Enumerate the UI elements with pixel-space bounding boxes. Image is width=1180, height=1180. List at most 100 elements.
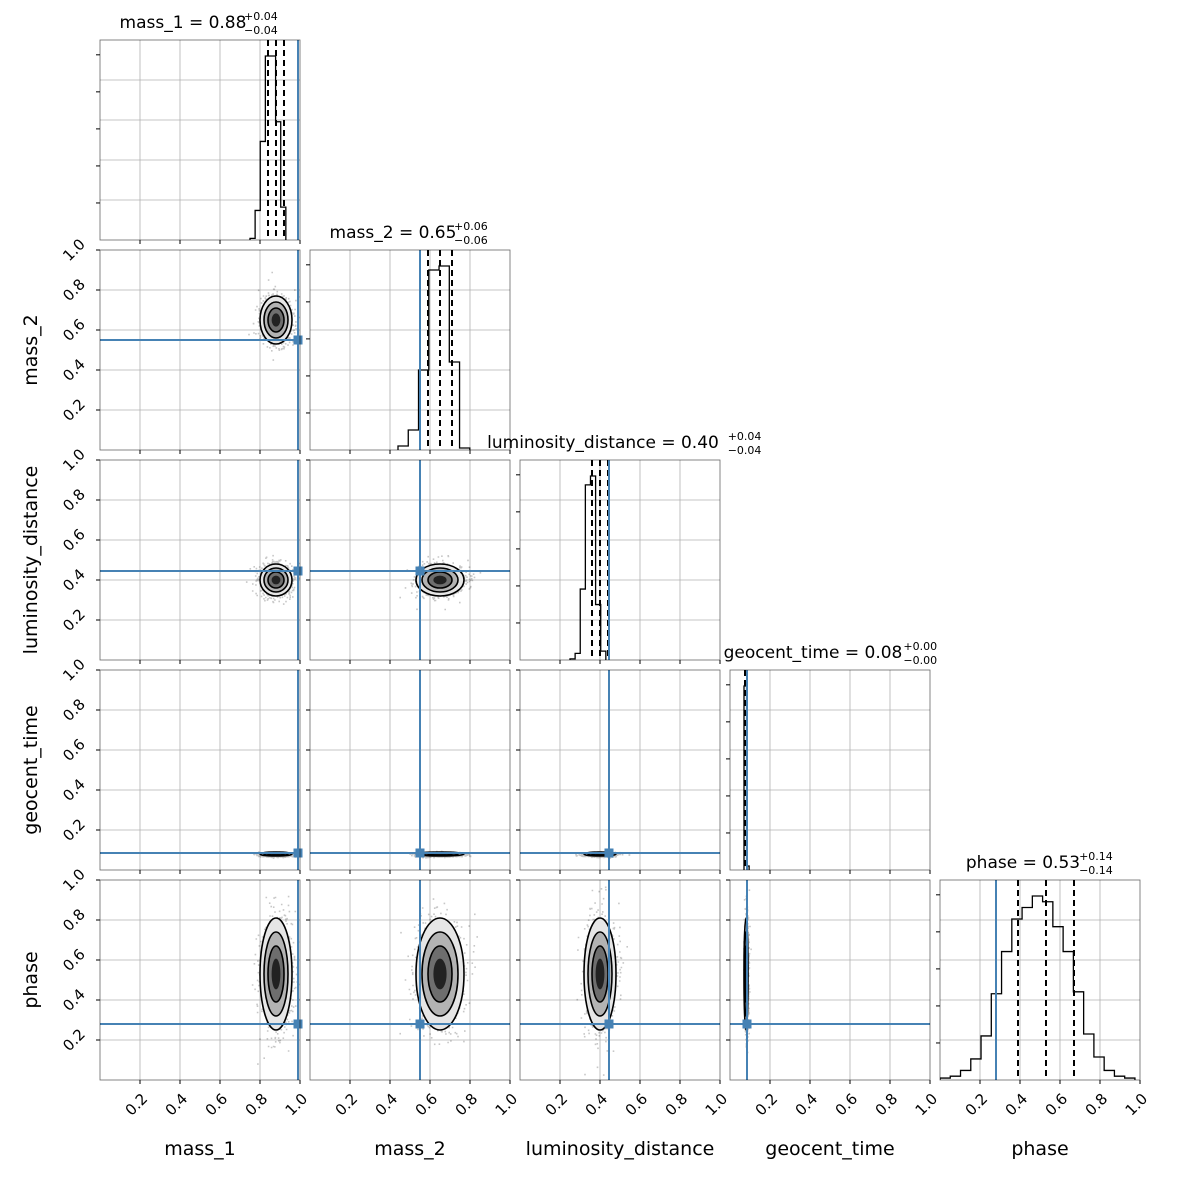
panel-frame [99, 669, 301, 871]
x-tick-label: 0.2 [332, 1090, 362, 1120]
y-tick-label: 0.6 [59, 945, 89, 975]
panel-content [520, 670, 720, 870]
histogram-mass_1 [249, 55, 287, 240]
panel-mass_2-vs-mass_2: mass_2 = 0.65 +0.06−0.06 [306, 220, 511, 454]
x-tick-label: 0.6 [832, 1090, 862, 1120]
panel-frame [939, 879, 1141, 1081]
x-tick-label: 0.8 [452, 1090, 482, 1120]
contour-line [263, 301, 289, 339]
x-tick-label: 0.6 [412, 1090, 442, 1120]
panel-frame [99, 879, 301, 1081]
panel-frame [309, 459, 511, 661]
panel-frame [99, 39, 301, 241]
y-tick-label: 0.8 [59, 485, 89, 515]
y-tick-label: 0.6 [59, 735, 89, 765]
contour-line [267, 307, 285, 333]
density-fill [271, 313, 281, 327]
panel-content [520, 880, 720, 1080]
panel-luminosity_distance-vs-luminosity_distance: luminosity_distance = 0.40 +0.04−0.04 [487, 430, 761, 664]
x-tick-label: 0.8 [1082, 1090, 1112, 1120]
x-tick-label: 0.8 [242, 1090, 272, 1120]
x-tick-label: 0.6 [622, 1090, 652, 1120]
title-luminosity_distance: luminosity_distance = 0.40 [487, 433, 753, 453]
panel-frame [309, 879, 511, 1081]
panel-luminosity_distance-vs-mass_2 [306, 459, 511, 664]
y-tick-label: 0.4 [59, 355, 89, 385]
truth-marker [415, 848, 425, 858]
panel-content [730, 670, 930, 870]
title-minus-mass_1: −0.04 [244, 24, 278, 37]
y-tick-label: 0.6 [59, 315, 89, 345]
panel-geocent_time-vs-geocent_time: geocent_time = 0.08 +0.00−0.00 [724, 640, 937, 874]
y-tick-label: 0.2 [59, 605, 89, 635]
panel-content [520, 460, 720, 660]
panel-content [100, 460, 300, 660]
y-tick-label: 0.2 [59, 815, 89, 845]
y-tick-label: 1.0 [59, 235, 89, 265]
title-geocent_time: geocent_time = 0.08 [724, 643, 937, 663]
panel-frame [519, 669, 721, 871]
density-fill [271, 575, 281, 585]
x-tick-label: 0.4 [1002, 1090, 1032, 1120]
density-fill [271, 958, 281, 990]
panel-geocent_time-vs-mass_1: 0.2 0.4 0.6 0.8 1.0 geocent_time [20, 655, 303, 874]
title-phase: phase = 0.53 [966, 853, 1114, 873]
y-axis-label-geocent_time: geocent_time [20, 705, 42, 834]
panel-phase-vs-geocent_time: 0.2 0.4 0.6 0.8 1.0 geocent_time [726, 879, 942, 1160]
x-tick-label: 0.2 [122, 1090, 152, 1120]
truth-marker [293, 566, 303, 576]
panel-frame [519, 459, 721, 661]
panel-content [100, 880, 300, 1080]
panel-content [310, 670, 510, 870]
y-tick-label: 1.0 [59, 445, 89, 475]
panel-content [730, 880, 930, 1080]
x-tick-label: 1.0 [492, 1090, 522, 1120]
contour-line [421, 931, 459, 1017]
y-tick-label: 0.4 [59, 985, 89, 1015]
title-plus-phase: +0.14 [1079, 850, 1113, 863]
density-fill [595, 958, 605, 990]
contour-line [427, 945, 453, 1003]
contour-line [415, 563, 465, 597]
panel-phase-vs-mass_1: 0.2 0.4 0.6 0.8 1.0 mass_1 0.2 0.4 0.6 0.8 1.0 phas… [20, 865, 311, 1160]
y-tick-label: 0.2 [59, 395, 89, 425]
truth-marker [604, 1019, 614, 1029]
panel-mass_1-vs-mass_1: mass_1 = 0.88 +0.04−0.04 [96, 10, 301, 244]
y-tick-label: 0.4 [59, 775, 89, 805]
panel-phase-vs-mass_2: 0.2 0.4 0.6 0.8 1.0 mass_2 [306, 879, 522, 1160]
x-axis-label-phase: phase [1011, 1138, 1068, 1160]
x-tick-label: 0.4 [582, 1090, 612, 1120]
truth-marker [742, 1019, 752, 1029]
panel-content [310, 460, 510, 660]
contour-line [259, 563, 293, 597]
panel-content [100, 250, 300, 450]
contour-line [263, 567, 289, 593]
x-tick-label: 0.8 [662, 1090, 692, 1120]
y-axis-label-mass_2: mass_2 [20, 314, 42, 386]
contour-line [267, 945, 285, 1003]
y-tick-label: 0.6 [59, 525, 89, 555]
title-mass_2: mass_2 = 0.65 [330, 223, 491, 243]
x-tick-label: 1.0 [912, 1090, 942, 1120]
x-tick-label: 0.4 [792, 1090, 822, 1120]
x-axis-label-mass_1: mass_1 [164, 1138, 236, 1160]
panel-frame [519, 879, 721, 1081]
title-minus-geocent_time: −0.00 [903, 654, 937, 667]
panel-content [100, 670, 300, 870]
x-tick-label: 0.6 [202, 1090, 232, 1120]
x-tick-label: 0.8 [872, 1090, 902, 1120]
title-plus-mass_1: +0.04 [244, 10, 278, 23]
panel-frame [309, 249, 511, 451]
y-tick-label: 0.4 [59, 565, 89, 595]
x-axis-label-luminosity_distance: luminosity_distance [526, 1138, 715, 1160]
panel-content [310, 880, 510, 1080]
panel-geocent_time-vs-mass_2 [306, 669, 511, 874]
contour-line [583, 917, 617, 1031]
title-minus-mass_2: −0.06 [454, 234, 488, 247]
panel-frame [729, 879, 931, 1081]
panel-frame [99, 249, 301, 451]
panel-frame [729, 669, 931, 871]
truth-marker [415, 1019, 425, 1029]
truth-marker [293, 848, 303, 858]
panel-content [310, 250, 510, 450]
